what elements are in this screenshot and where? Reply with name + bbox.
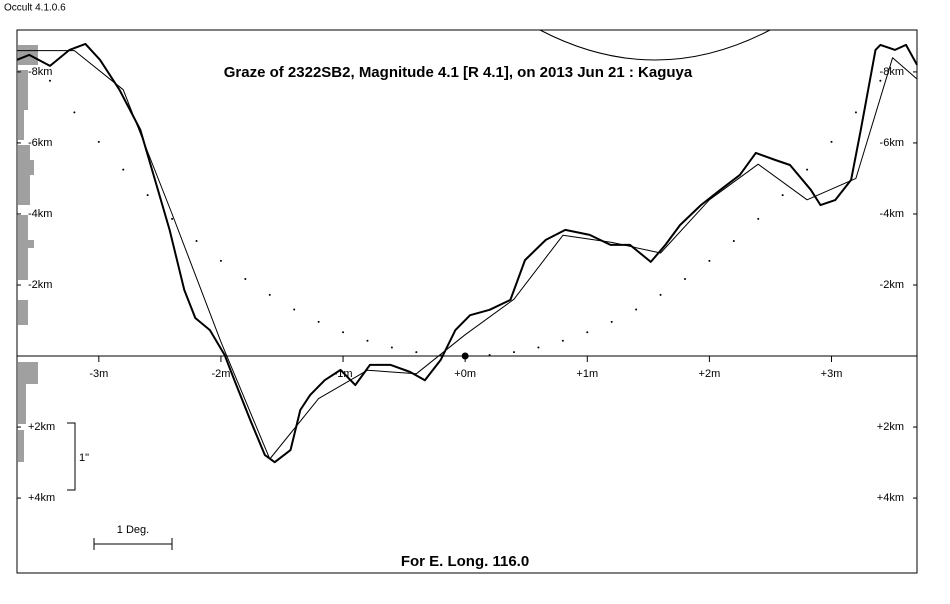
y-tick-label: -8km <box>880 66 904 78</box>
x-tick-label: +2m <box>699 368 721 380</box>
path-dot <box>439 353 442 356</box>
profile-line <box>16 42 918 464</box>
path-dot <box>781 194 784 197</box>
path-dot <box>415 351 418 354</box>
y-tick-label: +2km <box>877 421 904 433</box>
path-dot <box>366 339 369 342</box>
path-dot <box>171 217 174 220</box>
path-dot <box>708 259 711 262</box>
path-dot <box>635 308 638 311</box>
path-dot <box>48 79 51 82</box>
x-tick-label: -3m <box>89 368 108 380</box>
path-dot <box>461 352 469 360</box>
path-dot <box>586 331 589 334</box>
histogram-decoration <box>18 45 38 462</box>
path-dot <box>195 239 198 242</box>
y-tick-label: -4km <box>880 208 904 220</box>
scale-bar-horizontal <box>93 538 173 550</box>
path-dot <box>513 351 516 354</box>
scale-label: 1 Deg. <box>117 524 149 536</box>
chart-title: Graze of 2322SB2, Magnitude 4.1 [R 4.1],… <box>224 64 693 81</box>
scale-label: 1" <box>79 452 89 464</box>
x-tick-label: +3m <box>821 368 843 380</box>
path-dot <box>244 277 247 280</box>
y-tick-label: -4km <box>28 208 52 220</box>
x-tick-label: -2m <box>211 368 230 380</box>
y-tick-label: -6km <box>28 137 52 149</box>
x-tick-label: +1m <box>576 368 598 380</box>
y-tick-label: -6km <box>880 137 904 149</box>
path-dot <box>122 168 125 171</box>
path-dot <box>830 140 833 143</box>
path-dot <box>561 339 564 342</box>
x-tick-label: +0m <box>454 368 476 380</box>
path-dot <box>219 259 222 262</box>
scale-bar-vertical <box>67 422 76 491</box>
path-dot <box>390 346 393 349</box>
path-dot <box>146 194 149 197</box>
profile-line <box>17 50 918 460</box>
path-dot <box>879 79 882 82</box>
y-tick-label: +4km <box>877 492 904 504</box>
y-tick-label: +2km <box>28 421 55 433</box>
path-dot <box>342 331 345 334</box>
y-tick-label: +4km <box>28 492 55 504</box>
app-title: Occult 4.1.0.6 <box>4 3 66 14</box>
path-dot <box>317 320 320 323</box>
path-dot <box>610 320 613 323</box>
path-dot <box>732 239 735 242</box>
y-tick-label: -8km <box>28 66 52 78</box>
path-dot <box>806 168 809 171</box>
limb-arc <box>539 29 771 61</box>
path-dot <box>73 111 76 114</box>
path-dot <box>268 293 271 296</box>
y-tick-label: -2km <box>880 279 904 291</box>
footer: For E. Long. 116.0 <box>401 553 529 570</box>
y-tick-label: -2km <box>28 279 52 291</box>
path-dot <box>537 346 540 349</box>
path-dot <box>854 111 857 114</box>
path-dot <box>683 277 686 280</box>
plot-frame <box>16 29 918 574</box>
path-dot <box>757 217 760 220</box>
path-dot <box>293 308 296 311</box>
path-dot <box>97 140 100 143</box>
path-dot <box>488 353 491 356</box>
path-dot <box>659 293 662 296</box>
